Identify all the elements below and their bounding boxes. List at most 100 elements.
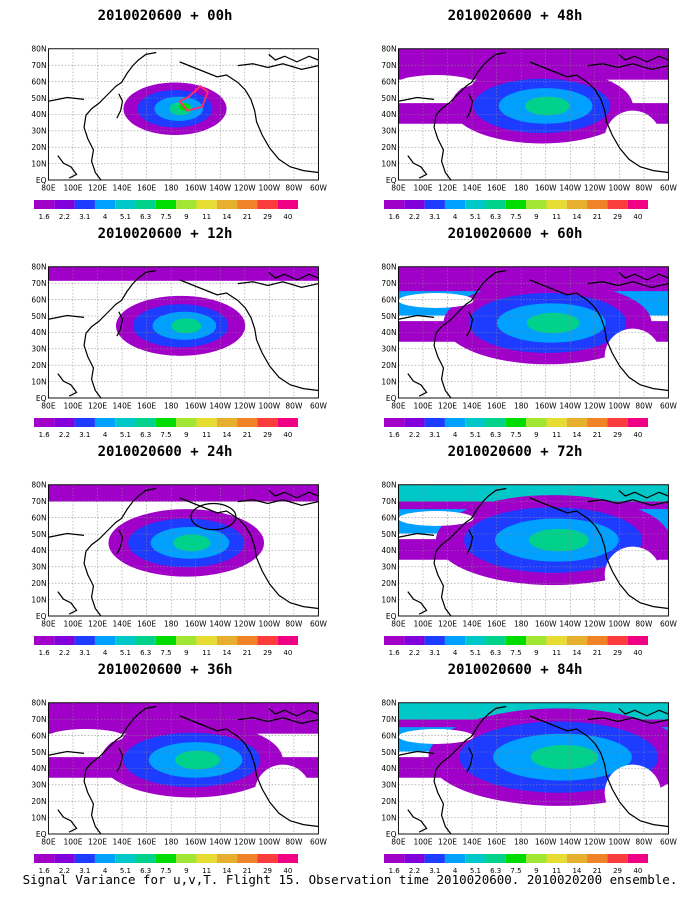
- longitude-label: 140W: [209, 837, 231, 846]
- longitude-label: 80E: [391, 401, 406, 410]
- colorbar-swatch: [546, 200, 567, 209]
- coastline: [398, 314, 435, 320]
- coastline: [116, 93, 124, 119]
- colorbar-label: 21: [243, 213, 252, 221]
- coastline: [83, 115, 102, 180]
- colorbar-swatch: [505, 200, 527, 209]
- map-frame: [47, 266, 319, 399]
- colorbar-label: 29: [263, 213, 272, 221]
- colorbar-label: 4: [453, 431, 458, 439]
- colorbar-swatch: [465, 418, 486, 427]
- colorbar-label: 1.6: [389, 867, 401, 875]
- colorbar-swatch: [34, 200, 55, 209]
- longitude-label: 140E: [113, 837, 132, 846]
- colorbar-swatch: [155, 418, 177, 427]
- panel-title: 2010020600 + 36h: [97, 662, 233, 678]
- longitude-label: 100W: [608, 401, 630, 410]
- colorbar-swatch: [444, 636, 466, 645]
- longitude-label: 80W: [635, 619, 653, 628]
- colorbar-swatch: [257, 200, 278, 209]
- latitude-label: 70N: [381, 497, 396, 506]
- longitude-label: 80W: [285, 401, 303, 410]
- colorbar-swatch: [277, 418, 298, 427]
- longitude-label: 120E: [438, 837, 457, 846]
- colorbar-label: 3.1: [79, 867, 90, 875]
- latitude-label: EQ: [36, 830, 47, 839]
- colorbar-swatch: [627, 200, 648, 209]
- colorbar: 1.6 2.2 3.1 4 5.1 6.3 7.5 9 11 14 21 29 40: [384, 200, 648, 221]
- coastline: [529, 279, 669, 392]
- longitude-label: 100W: [608, 619, 630, 628]
- low-variance-gap: [48, 729, 124, 744]
- coastline: [587, 281, 669, 289]
- latitude-label: EQ: [386, 612, 397, 621]
- longitude-label: 120W: [584, 183, 606, 192]
- colorbar-swatch: [54, 200, 75, 209]
- colorbar-label: 6.3: [490, 431, 501, 439]
- coastline: [433, 551, 452, 616]
- colorbar-swatch: [465, 854, 486, 863]
- coastline: [116, 529, 124, 555]
- colorbar-label: 5.1: [470, 867, 481, 875]
- longitude-label: 100E: [63, 183, 82, 192]
- latitude-label: 20N: [381, 579, 396, 588]
- colorbar-swatch: [526, 418, 547, 427]
- longitude-label: 180: [164, 401, 179, 410]
- coastline: [587, 499, 669, 507]
- latitude-label: 60N: [31, 77, 46, 86]
- longitude-label: 120E: [88, 837, 107, 846]
- longitude-label: 120W: [584, 619, 606, 628]
- longitude-label: 160E: [137, 401, 156, 410]
- colorbar-label: 2.2: [409, 649, 420, 657]
- variance-shading: [398, 484, 669, 603]
- colorbar-swatch: [115, 200, 136, 209]
- colorbar-swatch: [424, 854, 445, 863]
- latitude-label: 20N: [381, 143, 396, 152]
- colorbar-swatch: [404, 636, 425, 645]
- colorbar-label: 11: [202, 431, 211, 439]
- latitude-label: 40N: [381, 546, 396, 555]
- colorbar-swatch: [257, 854, 278, 863]
- latitude-label: 70N: [381, 715, 396, 724]
- colorbar-label: 40: [633, 649, 642, 657]
- latitude-label: 50N: [31, 748, 46, 757]
- longitude-label: 180: [514, 619, 529, 628]
- longitude-label: 60W: [660, 401, 678, 410]
- longitude-label: 160W: [185, 837, 207, 846]
- latitude-label: 30N: [381, 127, 396, 136]
- colorbar-label: 29: [263, 649, 272, 657]
- colorbar-swatch: [237, 854, 258, 863]
- colorbar-swatch: [587, 418, 608, 427]
- colorbar-label: 29: [613, 649, 622, 657]
- colorbar-swatch: [216, 200, 238, 209]
- colorbar-label: 11: [202, 213, 211, 221]
- colorbar-label: 11: [202, 649, 211, 657]
- coastlines: [398, 269, 669, 398]
- colorbar-swatch: [526, 854, 547, 863]
- colorbar-swatch: [384, 418, 405, 427]
- coastlines: [398, 705, 669, 834]
- northern-band: [48, 484, 319, 502]
- colorbar-label: 14: [572, 213, 581, 221]
- colorbar-label: 3.1: [79, 431, 90, 439]
- colorbar-swatch: [587, 200, 608, 209]
- colorbar: 1.6 2.2 3.1 4 5.1 6.3 7.5 9 11 14 21 29 40: [34, 854, 298, 875]
- coastlines: [48, 487, 319, 616]
- latitude-label: 70N: [31, 61, 46, 70]
- longitude-label: 60W: [660, 837, 678, 846]
- coastline: [179, 61, 319, 174]
- colorbar-label: 14: [572, 431, 581, 439]
- colorbar-swatch: [566, 636, 588, 645]
- coastline: [433, 333, 452, 398]
- colorbar-label: 5.1: [120, 431, 131, 439]
- longitude-label: 80W: [285, 619, 303, 628]
- latitude-label: 70N: [31, 715, 46, 724]
- longitude-label: 140E: [463, 619, 482, 628]
- longitude-label: 80E: [391, 619, 406, 628]
- colorbar-swatch: [237, 636, 258, 645]
- map-frame: [397, 484, 669, 617]
- colorbar-swatch: [566, 418, 588, 427]
- coastline: [435, 705, 507, 770]
- longitude-label: 80E: [41, 401, 56, 410]
- colorbar-label: 5.1: [470, 213, 481, 221]
